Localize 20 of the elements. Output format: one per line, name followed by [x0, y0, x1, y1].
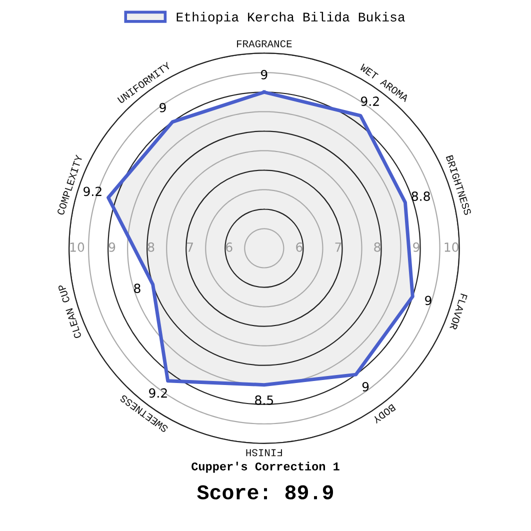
- spoke-label: FRAGRANCE: [237, 40, 292, 48]
- spoke-label: CLEAN CUP: [58, 284, 82, 339]
- text: 9: [413, 242, 420, 252]
- text: 6: [226, 242, 232, 252]
- data-label: 9.2: [84, 186, 102, 196]
- data-label: 9: [362, 382, 369, 392]
- spoke-label: FINISH: [246, 449, 282, 456]
- data-label: 9.2: [361, 96, 379, 106]
- text: 7: [335, 242, 342, 252]
- data-label: 8.5: [255, 395, 274, 405]
- text: Score: 89.9: [197, 485, 333, 500]
- data-label: 9: [260, 70, 268, 80]
- data-label: 8.8: [412, 192, 430, 201]
- legend-label: Ethiopia Kercha Bilida Bukisa: [176, 12, 405, 24]
- text: 8: [374, 242, 380, 252]
- data-label: 9: [425, 296, 432, 306]
- data-label: 9: [160, 102, 166, 112]
- text: Cupper's Correction 1: [192, 462, 340, 473]
- text: 10: [70, 242, 84, 252]
- data-label: 8: [134, 284, 140, 294]
